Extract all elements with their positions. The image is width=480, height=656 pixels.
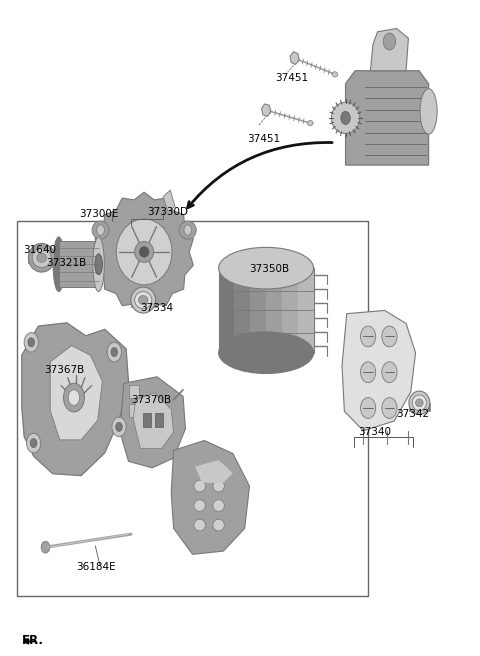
Text: 37300E: 37300E — [79, 209, 118, 219]
Ellipse shape — [37, 253, 47, 262]
Bar — [129, 404, 139, 417]
Ellipse shape — [213, 500, 224, 512]
Ellipse shape — [409, 391, 430, 415]
Circle shape — [41, 541, 50, 553]
Text: 37367B: 37367B — [45, 365, 85, 375]
Circle shape — [360, 362, 376, 382]
Ellipse shape — [93, 237, 104, 291]
Polygon shape — [163, 190, 175, 212]
Circle shape — [28, 338, 35, 347]
Bar — [298, 268, 313, 353]
Polygon shape — [22, 323, 129, 476]
Text: 37334: 37334 — [140, 304, 173, 314]
Polygon shape — [171, 441, 250, 554]
Ellipse shape — [194, 480, 205, 492]
Circle shape — [360, 398, 376, 419]
Ellipse shape — [331, 102, 360, 134]
Ellipse shape — [213, 480, 224, 492]
Ellipse shape — [95, 254, 102, 275]
Circle shape — [112, 417, 126, 437]
Polygon shape — [346, 71, 429, 165]
Ellipse shape — [32, 248, 51, 268]
Ellipse shape — [28, 243, 55, 272]
Circle shape — [111, 348, 118, 357]
Circle shape — [382, 398, 397, 419]
Text: 37370B: 37370B — [131, 394, 171, 405]
Bar — [219, 268, 234, 353]
Circle shape — [26, 434, 41, 453]
Bar — [129, 384, 139, 398]
Text: 37451: 37451 — [276, 73, 309, 83]
Ellipse shape — [194, 520, 205, 531]
Bar — [250, 268, 266, 353]
Bar — [155, 413, 163, 427]
Polygon shape — [50, 346, 102, 440]
Circle shape — [184, 225, 192, 236]
Polygon shape — [219, 268, 313, 353]
Circle shape — [30, 439, 37, 447]
Polygon shape — [28, 258, 55, 263]
Circle shape — [24, 333, 38, 352]
Bar — [266, 268, 282, 353]
Ellipse shape — [213, 520, 224, 531]
Text: 36184E: 36184E — [76, 562, 116, 572]
Circle shape — [382, 362, 397, 382]
Circle shape — [116, 422, 122, 432]
Polygon shape — [59, 241, 98, 287]
Circle shape — [341, 112, 350, 125]
Bar — [282, 268, 298, 353]
Text: 37321B: 37321B — [47, 258, 87, 268]
Circle shape — [63, 383, 84, 412]
Polygon shape — [131, 300, 156, 306]
Circle shape — [97, 225, 104, 236]
Ellipse shape — [307, 121, 313, 126]
Ellipse shape — [219, 247, 313, 289]
Polygon shape — [371, 28, 408, 71]
Polygon shape — [262, 104, 271, 116]
Ellipse shape — [194, 500, 205, 512]
Text: 37350B: 37350B — [250, 264, 289, 274]
Polygon shape — [195, 460, 233, 483]
Text: 37451: 37451 — [247, 134, 280, 144]
Polygon shape — [120, 377, 185, 468]
Bar — [234, 268, 250, 353]
Ellipse shape — [412, 395, 426, 411]
Polygon shape — [342, 310, 416, 431]
Bar — [143, 413, 151, 427]
Ellipse shape — [139, 247, 149, 257]
Text: FR.: FR. — [22, 634, 44, 647]
Ellipse shape — [138, 295, 148, 304]
Bar — [17, 220, 368, 596]
Text: 31640: 31640 — [23, 245, 56, 255]
Ellipse shape — [416, 399, 423, 407]
Circle shape — [68, 390, 80, 405]
Ellipse shape — [92, 221, 109, 239]
Ellipse shape — [135, 291, 152, 308]
Ellipse shape — [135, 241, 154, 262]
Text: 37340: 37340 — [359, 427, 392, 437]
Text: 37342: 37342 — [396, 409, 430, 419]
Circle shape — [382, 326, 397, 347]
Polygon shape — [290, 52, 299, 64]
Polygon shape — [409, 403, 430, 411]
Polygon shape — [133, 393, 174, 448]
Circle shape — [360, 326, 376, 347]
Polygon shape — [95, 192, 193, 312]
Ellipse shape — [53, 237, 64, 291]
Ellipse shape — [179, 221, 196, 239]
Circle shape — [384, 33, 396, 50]
Ellipse shape — [332, 72, 338, 77]
Ellipse shape — [131, 287, 156, 313]
Ellipse shape — [219, 332, 313, 373]
Ellipse shape — [420, 89, 437, 134]
Text: 37330D: 37330D — [147, 207, 189, 217]
Polygon shape — [116, 219, 172, 285]
Circle shape — [107, 342, 121, 362]
